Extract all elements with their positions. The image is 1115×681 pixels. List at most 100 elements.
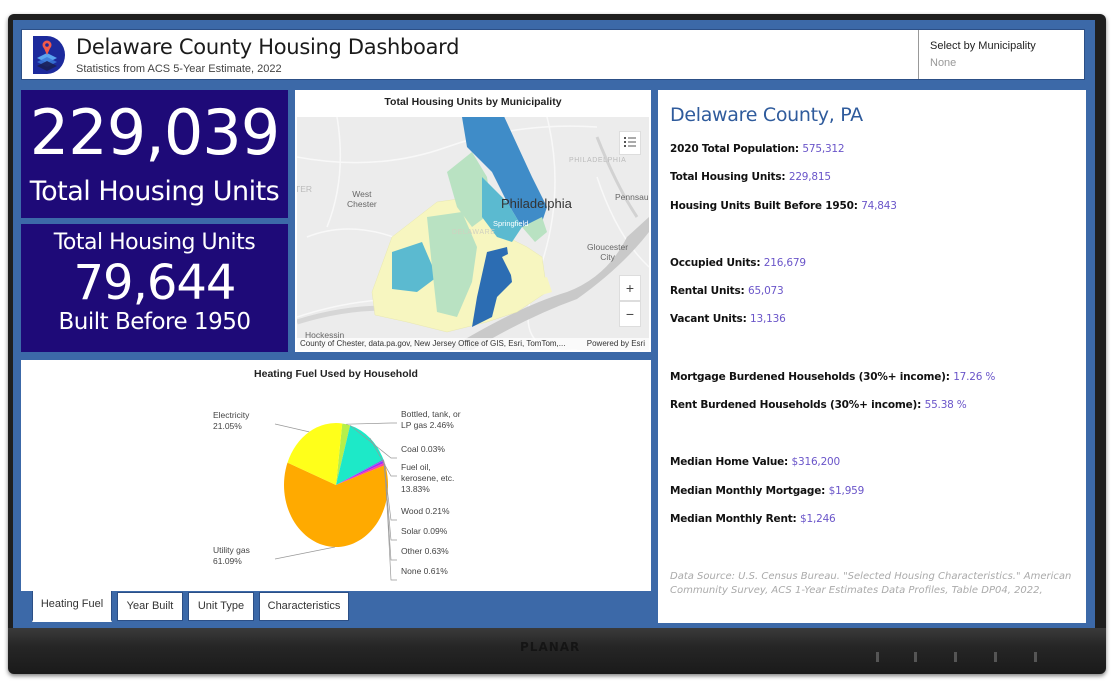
pie-label: Electricity 21.05%: [213, 410, 250, 431]
municipality-selector[interactable]: Select by Municipality None: [918, 30, 1085, 79]
stat-value: $1,959: [828, 484, 865, 497]
dashboard-subtitle: Statistics from ACS 5-Year Estimate, 202…: [76, 63, 282, 75]
dashboard-header: Delaware County Housing Dashboard Statis…: [21, 29, 1085, 80]
pie-slice-utility-gas[interactable]: [284, 462, 388, 548]
pie-slice-solar[interactable]: [336, 460, 384, 485]
built-before-1950-caption: Built Before 1950: [58, 309, 251, 335]
stat-label: 2020 Total Population:: [670, 143, 803, 155]
municipality-polygons: [371, 117, 552, 333]
stat-value: 13,136: [750, 313, 786, 326]
monitor-button: [876, 652, 879, 662]
stat-value: $316,200: [791, 456, 841, 469]
map-basemap: [297, 117, 649, 350]
pie-leader-line: [384, 463, 397, 581]
stat-value: $1,246: [800, 512, 836, 525]
stat-label: Total Housing Units:: [670, 171, 789, 184]
stat-value: 229,815: [788, 171, 831, 184]
pie-leader-line: [274, 423, 310, 433]
pie-label: Coal 0.03%: [401, 444, 445, 454]
stat-label: Vacant Units:: [670, 313, 751, 326]
stat-label: Rent Burdened Households (30%+ income):: [670, 399, 925, 412]
attribution-text: County of Chester, data.pa.gov, New Jers…: [300, 339, 566, 348]
stat-row: Total Housing Units: 229,815: [670, 171, 1074, 199]
stat-value: 55.38 %: [924, 399, 967, 412]
stat-row: Housing Units Built Before 1950: 74,843: [670, 200, 1074, 228]
stat-row: Rental Units: 65,073: [670, 285, 1074, 313]
pie-label: Fuel oil, kerosene, etc. 13.83%: [401, 462, 454, 494]
monitor-brand: PLANAR: [520, 640, 581, 654]
total-housing-units-indicator: 229,039 Total Housing Units: [21, 90, 288, 218]
pie-slice-other[interactable]: [336, 460, 385, 485]
monitor-button: [914, 652, 917, 662]
stat-value: 575,312: [802, 143, 845, 155]
pie-chart-title: Heating Fuel Used by Household: [254, 368, 418, 380]
stat-label: Rental Units:: [670, 285, 748, 298]
stat-row: Median Monthly Mortgage: $1,959: [670, 485, 1074, 513]
stat-row: Vacant Units: 13,136: [670, 313, 1074, 341]
stat-label: Median Monthly Rent:: [670, 512, 800, 525]
stat-label: Median Home Value:: [670, 456, 792, 469]
map-label-hockessin: Hockessin: [305, 330, 345, 340]
stat-label: Occupied Units:: [670, 256, 764, 269]
selector-value[interactable]: None: [930, 57, 957, 69]
group-spacer: [670, 228, 1074, 257]
built-before-1950-indicator: Total Housing Units 79,644 Built Before …: [21, 224, 288, 352]
pie-leader-line: [349, 425, 397, 459]
pie-label: None 0.61%: [401, 566, 448, 576]
pie-leader-line: [346, 422, 397, 425]
pie-label: Wood 0.21%: [401, 506, 450, 516]
tab-year-built[interactable]: Year Built: [117, 592, 183, 621]
map-pin-layers-icon: [33, 36, 65, 74]
pie-slice-electricity[interactable]: [287, 423, 343, 485]
stat-value: 17.26 %: [953, 370, 996, 383]
tab-unit-type[interactable]: Unit Type: [188, 592, 254, 621]
built-before-1950-top: Total Housing Units: [53, 230, 256, 255]
county-title: Delaware County, PA: [670, 104, 863, 126]
stat-value: 74,843: [861, 199, 897, 212]
selector-label: Select by Municipality: [930, 40, 1036, 52]
heating-fuel-panel: Heating Fuel Used by Household Utility g…: [21, 360, 651, 591]
choropleth-map[interactable]: West Chester Philadelphia PHILADELPHIA P…: [297, 117, 649, 350]
map-label-pennsauken: Pennsau: [615, 192, 649, 202]
tab-heating-fuel[interactable]: Heating Fuel: [32, 591, 112, 622]
monitor-chin: [8, 628, 1106, 674]
zoom-in-button[interactable]: +: [619, 275, 641, 301]
list-legend-icon: [624, 137, 636, 147]
powered-by-esri-link[interactable]: Powered by Esri: [586, 339, 645, 348]
map-panel: Total Housing Units by Municipality: [295, 90, 651, 352]
group-spacer: [670, 427, 1074, 456]
pie-slice-coal[interactable]: [336, 425, 351, 485]
monitor-button: [994, 652, 997, 662]
map-label-gloucester: Gloucester City: [587, 242, 629, 262]
stat-row: 2020 Total Population: 575,312: [670, 143, 1074, 171]
built-before-1950-value: 79,644: [73, 255, 237, 311]
map-label-delaware: DELAWARE: [452, 229, 496, 236]
heating-fuel-pie-chart: Utility gas 61.09% Electricity 21.05% Bottle…: [213, 409, 461, 581]
stat-value: 65,073: [747, 285, 784, 298]
data-source-note: Data Source: U.S. Census Bureau. "Select…: [670, 571, 1072, 596]
group-spacer: [670, 342, 1074, 371]
stat-row: Median Home Value: $316,200: [670, 456, 1074, 484]
stat-label: Mortgage Burdened Households (30%+ incom…: [670, 370, 954, 383]
tab-characteristics[interactable]: Characteristics: [259, 592, 349, 621]
dashboard-title: Delaware County Housing Dashboard: [76, 35, 460, 59]
zoom-out-button[interactable]: −: [619, 301, 641, 327]
stat-label: Median Monthly Mortgage:: [670, 484, 829, 497]
stat-row: Mortgage Burdened Households (30%+ incom…: [670, 371, 1074, 399]
total-housing-units-caption: Total Housing Units: [29, 176, 280, 207]
pie-label: Bottled, tank, or LP gas 2.46%: [401, 409, 461, 430]
monitor-button: [954, 652, 957, 662]
pie-slice-bottled-tank-or-lp-gas[interactable]: [336, 423, 351, 485]
summary-statistics: 2020 Total Population: 575,312 Total Hous…: [670, 143, 1074, 541]
map-title: Total Housing Units by Municipality: [384, 96, 562, 108]
legend-button[interactable]: [619, 131, 641, 155]
stat-row: Median Monthly Rent: $1,246: [670, 513, 1074, 541]
map-label-philadelphia: Philadelphia: [501, 196, 572, 211]
monitor-button: [1034, 652, 1037, 662]
pie-slice-wood[interactable]: [336, 459, 384, 485]
map-label-springfield: Springfield: [493, 219, 529, 228]
map-label-philadelphia-faint: PHILADELPHIA: [569, 157, 627, 164]
stat-value: 216,679: [763, 256, 806, 269]
pie-slice-none[interactable]: [336, 462, 386, 485]
total-housing-units-value: 229,039: [29, 96, 280, 169]
